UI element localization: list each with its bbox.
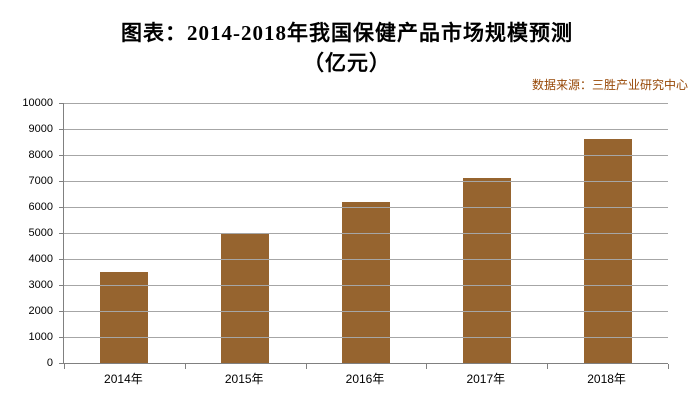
x-axis-tick-label: 2015年 [224, 372, 264, 386]
y-axis-tick-label: 10000 [22, 97, 53, 109]
y-axis-tick [59, 129, 64, 130]
bar-2014年 [100, 272, 149, 363]
x-axis-tick-label: 2014年 [104, 372, 143, 386]
y-axis-tick [59, 285, 64, 286]
y-axis-tick [59, 181, 64, 182]
y-axis-tick [59, 103, 64, 104]
y-axis-tick [59, 311, 64, 312]
gridline-6000 [64, 207, 668, 208]
y-axis-tick [59, 337, 64, 338]
x-axis-tick [547, 364, 549, 369]
y-axis-tick [59, 259, 64, 260]
chart-title-line1: 图表：2014-2018年我国保健产品市场规模预测 [121, 21, 573, 45]
x-axis-tick [184, 364, 186, 369]
y-axis-tick [59, 207, 64, 208]
x-axis-labels: 2014年 2015年 2016年 2017年 2018年 [63, 370, 667, 387]
x-axis-tick-label: 2018年 [587, 372, 626, 386]
category-band [547, 103, 668, 363]
x-axis-tick [426, 364, 428, 369]
category-band [64, 103, 185, 363]
plot-area [59, 103, 669, 369]
gridline-9000 [64, 129, 668, 130]
category-band [306, 103, 427, 363]
y-axis-labels: 0 1000 2000 3000 4000 5000 6000 7000 8000 9000 100… [0, 97, 57, 369]
chart-title-line2: （亿元） [303, 51, 391, 76]
y-axis-tick [59, 363, 64, 364]
y-axis-tick-label: 4000 [28, 253, 53, 265]
bar-2015年 [221, 233, 270, 363]
y-axis-tick-label: 8000 [28, 149, 53, 161]
category-band [185, 103, 306, 363]
bar-2018年 [583, 139, 632, 363]
gridline-3000 [64, 285, 668, 286]
gridline-5000 [64, 233, 668, 234]
y-axis-tick-label: 1000 [28, 331, 53, 343]
y-axis-tick-label: 0 [46, 357, 53, 369]
x-axis-tick-label: 2016年 [345, 372, 385, 386]
bar-2016年 [341, 201, 390, 363]
category-band [426, 103, 547, 363]
gridline-7000 [64, 181, 668, 182]
y-axis-tick-label: 3000 [28, 279, 53, 291]
gridline-1000 [64, 337, 668, 338]
chart-title: 图表：2014-2018年我国保健产品市场规模预测 （亿元） [0, 18, 694, 79]
bars-row [64, 103, 668, 363]
x-axis-tick [305, 364, 307, 369]
bar-2017年 [462, 178, 511, 363]
gridline-4000 [64, 259, 668, 260]
x-axis-tick [64, 364, 65, 369]
gridline-10000 [64, 103, 668, 104]
y-axis-tick-label: 7000 [28, 175, 53, 187]
y-axis-tick [59, 233, 64, 234]
gridline-2000 [64, 311, 668, 312]
data-source-note: 数据来源：三胜产业研究中心 [531, 78, 688, 92]
x-axis-tick [668, 364, 669, 369]
y-axis-tick-label: 6000 [28, 201, 53, 213]
gridline-8000 [64, 155, 668, 156]
x-axis-tick-label: 2017年 [466, 372, 506, 386]
y-axis-tick [59, 155, 64, 156]
y-axis-tick-label: 2000 [28, 305, 53, 317]
y-axis-tick-label: 9000 [28, 123, 53, 135]
y-axis-tick-label: 5000 [28, 227, 53, 239]
